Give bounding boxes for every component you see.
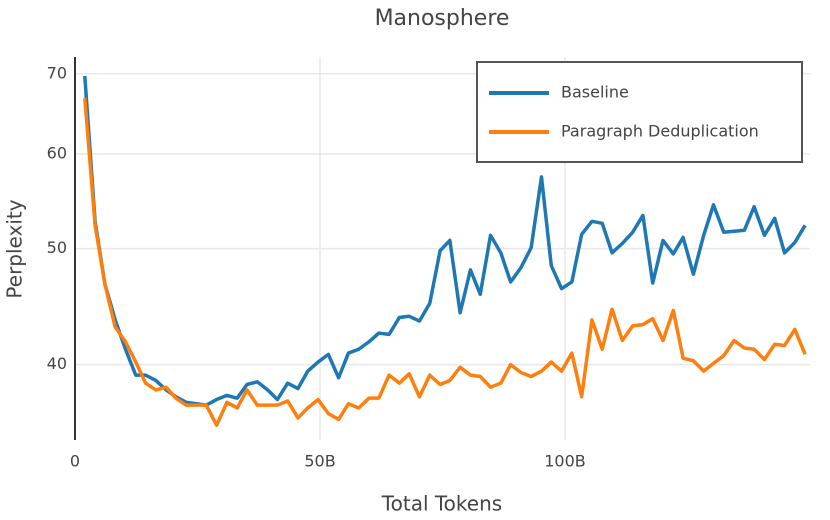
legend-label: Baseline: [561, 83, 629, 102]
x-tick-label: 0: [70, 452, 80, 471]
chart-title: Manosphere: [375, 6, 510, 31]
y-tick-label: 50: [47, 238, 67, 257]
legend-label: Paragraph Deduplication: [561, 122, 759, 141]
y-tick-label: 40: [47, 354, 67, 373]
x-tick-label: 50B: [304, 452, 335, 471]
y-tick-label: 60: [47, 143, 67, 162]
y-tick-label: 70: [47, 63, 67, 82]
legend: Baseline Paragraph Deduplication: [476, 61, 803, 163]
x-axis-label: Total Tokens: [381, 492, 502, 516]
legend-box: [476, 61, 803, 163]
x-tick-label: 100B: [544, 452, 586, 471]
line-series: [83, 97, 807, 427]
y-axis-label: Perplexity: [3, 199, 27, 298]
